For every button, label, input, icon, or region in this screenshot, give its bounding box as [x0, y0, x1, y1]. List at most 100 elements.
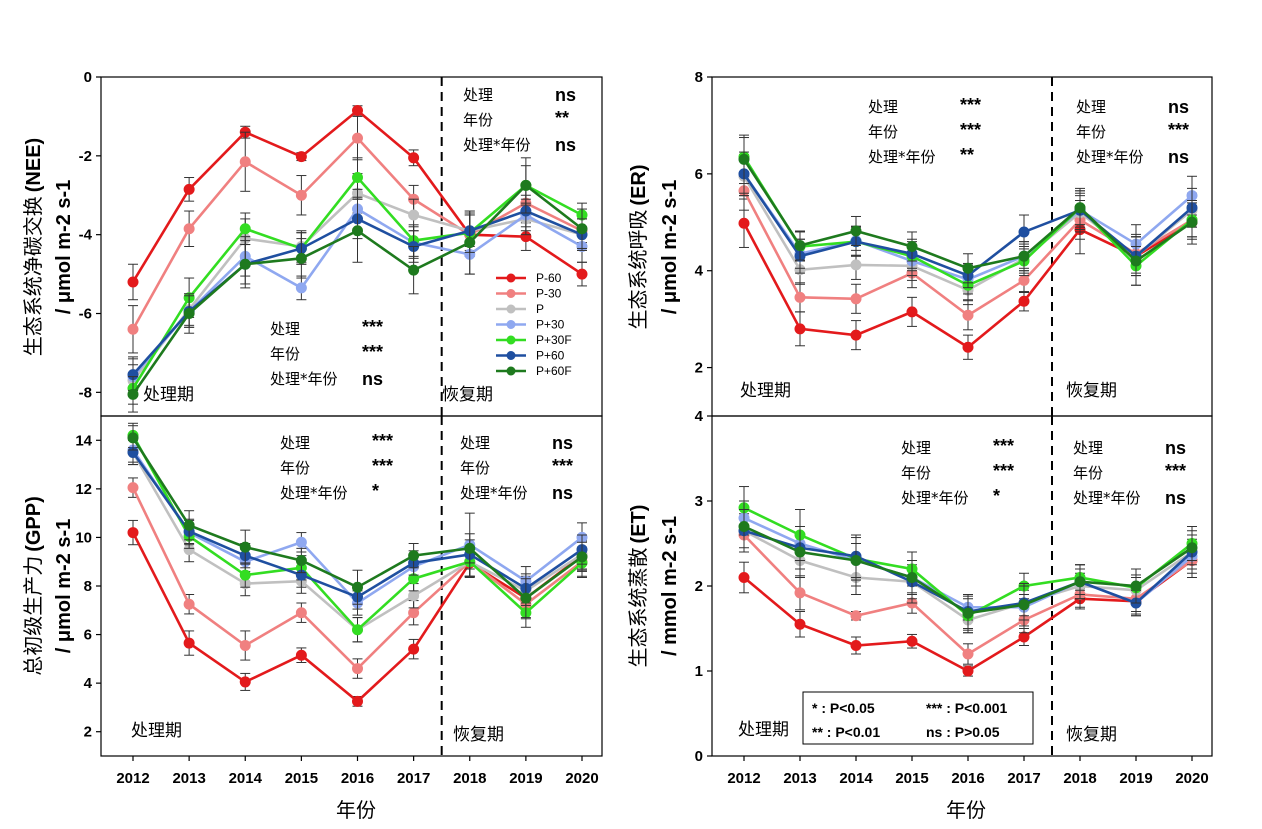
stats-recovery-period: 处理 ns 年份 *** 处理*年份 ns [1073, 438, 1186, 508]
legend-marker [506, 335, 516, 345]
series-P+60F [127, 157, 588, 413]
data-point [295, 189, 307, 201]
recovery-period-label: 恢复期 [1066, 381, 1117, 401]
data-point [464, 542, 476, 554]
data-point [906, 306, 918, 318]
data-point [850, 640, 862, 651]
stats-significance: ** [960, 145, 974, 165]
stats-treatment-period: 处理 *** 年份 *** 处理*年份 * [280, 431, 393, 502]
plot-frame [100, 76, 603, 417]
legend-label: P+30F [536, 333, 572, 347]
stats-significance: ns [362, 369, 383, 389]
y-axis-label: 生态系统蒸散(ET) [626, 505, 650, 668]
series-P-60 [127, 105, 588, 301]
y-tick-label: 12 [75, 481, 92, 498]
stats-factor: 年份 [901, 464, 931, 482]
data-point [352, 105, 363, 117]
stats-factor: 处理 [901, 439, 931, 457]
stats-factor: 年份 [460, 459, 490, 477]
significance-key-box: * : P<0.05 ** : P<0.01 *** : P<0.001 ns … [802, 691, 1034, 745]
data-point [1074, 202, 1086, 214]
stats-significance: *** [1165, 461, 1186, 481]
data-point [127, 527, 139, 539]
stats-treatment-period: 处理 *** 年份 *** 处理*年份 ns [270, 317, 383, 389]
sig-key-2: ** : P<0.01 [812, 724, 880, 740]
data-point [183, 308, 195, 320]
x-tick-label: 2020 [1175, 770, 1208, 787]
data-point [794, 618, 806, 630]
y-tick-label: 4 [695, 263, 704, 280]
y-tick-label: 2 [84, 724, 92, 741]
stats-significance: *** [362, 342, 383, 362]
sig-key-1: * : P<0.05 [812, 700, 875, 716]
stats-significance: ns [552, 433, 573, 453]
x-tick-label: 2014 [839, 770, 873, 787]
data-point [962, 665, 974, 677]
data-point [295, 649, 307, 661]
legend: P-60 P-30P P+30P+30F P+60P+60F [496, 271, 572, 378]
data-point [906, 241, 918, 252]
data-point [352, 172, 363, 184]
data-point [183, 519, 195, 531]
stats-factor: 处理*年份 [868, 148, 936, 166]
data-point [576, 268, 588, 280]
stats-factor: 处理 [1073, 439, 1103, 457]
data-point [1018, 226, 1030, 238]
data-point [408, 590, 420, 602]
data-point [295, 536, 307, 548]
legend-label: P [536, 302, 544, 316]
y-axis-unit: / mmol m-2 s-1 [659, 516, 681, 656]
y-axis-unit: / μmol m-2 s-1 [53, 180, 75, 315]
stats-factor: 处理 [460, 434, 490, 452]
data-point [576, 223, 588, 235]
legend-label: P+60F [536, 364, 572, 378]
x-axis-label-right: 年份 [946, 798, 986, 822]
data-point [239, 258, 251, 270]
stats-factor: 处理*年份 [460, 484, 528, 502]
y-tick-label: -4 [79, 227, 93, 244]
data-point [962, 309, 974, 321]
stats-significance: ns [1168, 147, 1189, 167]
legend-marker [506, 273, 516, 283]
y-tick-label: 6 [695, 166, 703, 183]
x-tick-label: 2017 [397, 770, 430, 787]
y-tick-label: 6 [84, 627, 92, 644]
x-axis-label-left: 年份 [336, 798, 376, 822]
x-tick-label: 2013 [172, 770, 205, 787]
stats-significance: *** [960, 95, 981, 115]
data-point [850, 329, 862, 341]
stats-significance: ns [555, 85, 576, 105]
y-axis-label: 总初级生产力(GPP) [21, 496, 45, 676]
legend-marker [506, 351, 516, 360]
data-point [295, 607, 307, 619]
y-tick-label: -2 [79, 148, 92, 165]
x-tick-label: 2015 [285, 770, 318, 787]
stats-significance: *** [960, 120, 981, 140]
data-point [850, 293, 862, 305]
x-tick-label: 2015 [895, 770, 928, 787]
stats-factor: 处理*年份 [1073, 489, 1141, 507]
data-point [239, 156, 251, 168]
x-tick-label: 2020 [565, 770, 598, 787]
legend-marker [506, 366, 516, 376]
stats-significance: *** [1168, 120, 1189, 140]
stats-recovery-period: 处理 ns 年份 *** 处理*年份 ns [460, 433, 573, 503]
data-point [127, 276, 139, 288]
y-tick-label: 2 [695, 360, 703, 377]
data-point [295, 151, 307, 163]
stats-factor: 处理 [270, 320, 300, 338]
legend-label: P+30 [536, 318, 565, 332]
stats-factor: 处理*年份 [270, 370, 338, 388]
stats-significance: *** [993, 436, 1014, 456]
x-tick-label: 2017 [1007, 770, 1040, 787]
data-point [1018, 274, 1030, 286]
data-point [239, 223, 251, 235]
stats-significance: ns [1165, 488, 1186, 508]
stats-factor: 处理*年份 [1076, 148, 1144, 166]
data-point [1018, 599, 1030, 611]
data-point [408, 607, 420, 619]
data-point [794, 587, 806, 599]
data-point [239, 541, 251, 553]
x-tick-label: 2014 [229, 770, 263, 787]
